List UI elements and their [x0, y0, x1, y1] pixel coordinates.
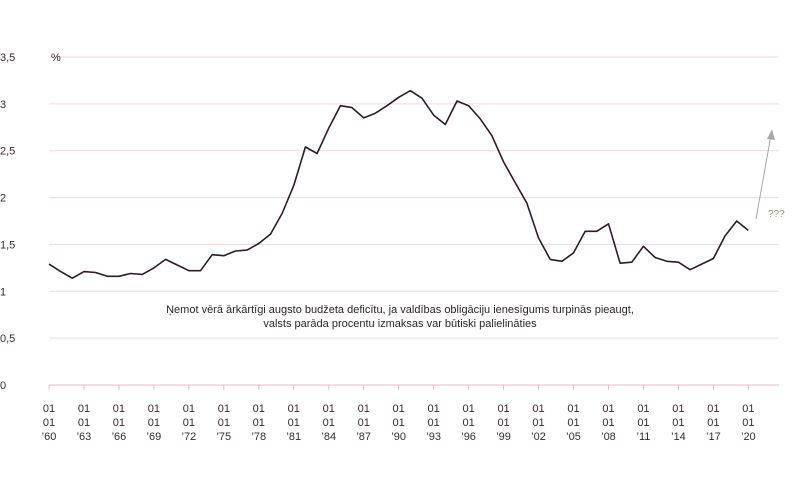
arrow-head-icon [767, 129, 775, 140]
x-tick-label: ’20 [741, 431, 756, 443]
x-tick-label: ’96 [461, 431, 476, 443]
x-tick-label: 01 [428, 403, 440, 415]
y-tick-label: 1 [0, 286, 6, 298]
x-tick-label: 01 [148, 403, 160, 415]
x-tick-label: 01 [358, 403, 370, 415]
x-tick-label: ’69 [147, 431, 162, 443]
x-tick-label: 01 [43, 403, 55, 415]
x-tick-label: ’14 [671, 431, 686, 443]
x-tick-label: ’72 [182, 431, 197, 443]
x-tick-label: ’66 [112, 431, 127, 443]
x-tick-label: 01 [78, 417, 90, 429]
x-tick-label: 01 [567, 417, 579, 429]
x-tick-label: ’90 [391, 431, 406, 443]
x-tick-label: 01 [707, 417, 719, 429]
x-tick-label: ’81 [286, 431, 301, 443]
x-tick-label: 01 [288, 403, 300, 415]
x-tick-label: ’17 [706, 431, 721, 443]
x-tick-label: ’08 [601, 431, 616, 443]
x-tick-label: 01 [183, 417, 195, 429]
y-tick-label: 0 [0, 380, 6, 392]
x-tick-label: 01 [532, 403, 544, 415]
x-tick-label: 01 [253, 403, 265, 415]
x-tick-label: ’99 [496, 431, 511, 443]
y-tick-label: 1,5 [0, 239, 15, 251]
x-tick-label: 01 [148, 417, 160, 429]
x-tick-label: 01 [323, 403, 335, 415]
x-tick-label: 01 [358, 417, 370, 429]
y-tick-label: 3 [0, 99, 6, 111]
x-tick-label: 01 [428, 417, 440, 429]
x-tick-label: ’05 [566, 431, 581, 443]
x-tick-label: 01 [113, 403, 125, 415]
x-tick-label: 01 [497, 417, 509, 429]
x-tick-label: 01 [323, 417, 335, 429]
x-tick-label: 01 [393, 417, 405, 429]
grid-lines [49, 56, 779, 386]
annotation-line-2: valsts parāda procentu izmaksas var būti… [263, 318, 537, 330]
x-tick-label: ’84 [321, 431, 336, 443]
x-tick-label: 01 [462, 417, 474, 429]
x-tick-label: 01 [742, 417, 754, 429]
x-tick-label: 01 [43, 417, 55, 429]
x-tick-label: ’75 [216, 431, 231, 443]
x-tick-label: ’78 [251, 431, 266, 443]
x-tick-label: ’93 [426, 431, 441, 443]
annotation-line-1: Ņemot vērā ārkārtīgi augsto budžeta defi… [166, 304, 634, 316]
arrow-question-label: ??? [768, 209, 785, 220]
x-tick-label: 01 [602, 417, 614, 429]
y-unit-label: % [51, 52, 61, 64]
y-tick-label: 0,5 [0, 333, 15, 345]
x-tick-label: 01 [707, 403, 719, 415]
x-tick-label: 01 [253, 417, 265, 429]
x-tick-label: 01 [218, 417, 230, 429]
x-tick-label: 01 [567, 403, 579, 415]
x-tick-label: 01 [672, 403, 684, 415]
x-tick-label: ’63 [77, 431, 92, 443]
x-tick-label: ’11 [637, 431, 651, 443]
arrow-shaft [755, 134, 772, 220]
x-tick-label: 01 [462, 403, 474, 415]
x-tick-label: 01 [742, 403, 754, 415]
x-tick-label: 01 [218, 403, 230, 415]
x-tick-label: 01 [637, 403, 649, 415]
series-group [48, 89, 749, 279]
x-tick-label: 01 [497, 403, 509, 415]
y-tick-label: 2,5 [0, 146, 15, 158]
x-tick-label: 01 [532, 417, 544, 429]
x-tick-label: 01 [113, 417, 125, 429]
x-tick-label: 01 [637, 417, 649, 429]
x-axis-labels: 01 01 ’60 01 01 ’63 01 01 ’66 01 01 ’69 01 01 ’72 01 01 ’… [42, 385, 756, 443]
x-tick-label: 01 [672, 417, 684, 429]
x-tick-label: ’02 [531, 431, 546, 443]
x-tick-label: 01 [602, 403, 614, 415]
x-tick-label: 01 [393, 403, 405, 415]
x-tick-label: 01 [78, 403, 90, 415]
x-tick-label: 01 [183, 403, 195, 415]
y-tick-label: 2 [0, 193, 6, 205]
x-tick-label: ’87 [356, 431, 371, 443]
y-axis-labels: 0 0,5 1 1,5 2 2,5 3 3,5 [0, 52, 15, 392]
series-line [48, 89, 749, 279]
x-tick-label: ’60 [42, 431, 57, 443]
x-tick-label: 01 [288, 417, 300, 429]
y-tick-label: 3,5 [0, 52, 15, 64]
trend-arrow [755, 129, 775, 220]
